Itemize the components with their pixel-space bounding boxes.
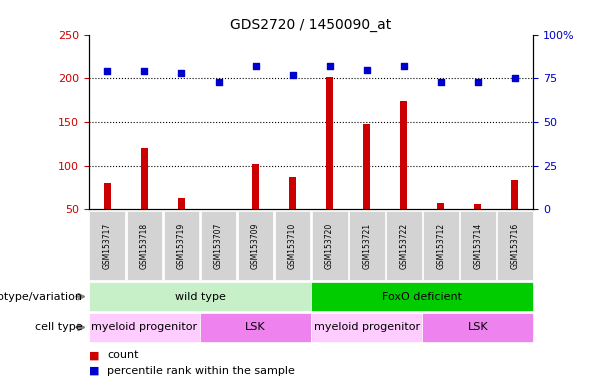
Text: cell type: cell type [35, 322, 83, 333]
Point [177, 70, 186, 76]
Point [102, 68, 112, 74]
Bar [289, 177, 296, 253]
Text: wild type: wild type [175, 291, 226, 302]
Title: GDS2720 / 1450090_at: GDS2720 / 1450090_at [230, 18, 392, 32]
Text: ■: ■ [89, 366, 99, 376]
Text: GSM153710: GSM153710 [288, 223, 297, 269]
Text: GSM153717: GSM153717 [103, 223, 112, 269]
Bar [438, 203, 444, 253]
Bar [400, 101, 407, 253]
Point [251, 63, 261, 69]
Text: genotype/variation: genotype/variation [0, 291, 83, 302]
Text: GSM153721: GSM153721 [362, 223, 371, 269]
Text: LSK: LSK [245, 322, 266, 333]
Text: GSM153709: GSM153709 [251, 223, 260, 269]
Text: GSM153712: GSM153712 [436, 223, 445, 269]
Text: GSM153716: GSM153716 [510, 223, 519, 269]
Bar [326, 77, 333, 253]
Bar [215, 250, 222, 253]
Text: myeloid progenitor: myeloid progenitor [314, 322, 420, 333]
Bar [104, 183, 111, 253]
Text: GSM153720: GSM153720 [325, 223, 334, 269]
Text: LSK: LSK [468, 322, 488, 333]
Text: myeloid progenitor: myeloid progenitor [91, 322, 197, 333]
Point [287, 72, 297, 78]
Point [399, 63, 409, 69]
Bar [511, 180, 518, 253]
Text: GSM153718: GSM153718 [140, 223, 149, 269]
Point [140, 68, 150, 74]
Text: GSM153719: GSM153719 [177, 223, 186, 269]
Text: GSM153722: GSM153722 [399, 223, 408, 269]
Point [325, 63, 335, 69]
Point [362, 66, 371, 73]
Bar [141, 148, 148, 253]
Text: count: count [107, 350, 139, 360]
Text: FoxO deficient: FoxO deficient [382, 291, 462, 302]
Bar [474, 204, 481, 253]
Point [436, 79, 446, 85]
Bar [364, 124, 370, 253]
Point [213, 79, 223, 85]
Text: ■: ■ [89, 350, 99, 360]
Text: percentile rank within the sample: percentile rank within the sample [107, 366, 295, 376]
Point [510, 75, 520, 81]
Text: GSM153707: GSM153707 [214, 223, 223, 269]
Text: GSM153714: GSM153714 [473, 223, 482, 269]
Bar [178, 198, 185, 253]
Point [473, 79, 482, 85]
Bar [252, 164, 259, 253]
